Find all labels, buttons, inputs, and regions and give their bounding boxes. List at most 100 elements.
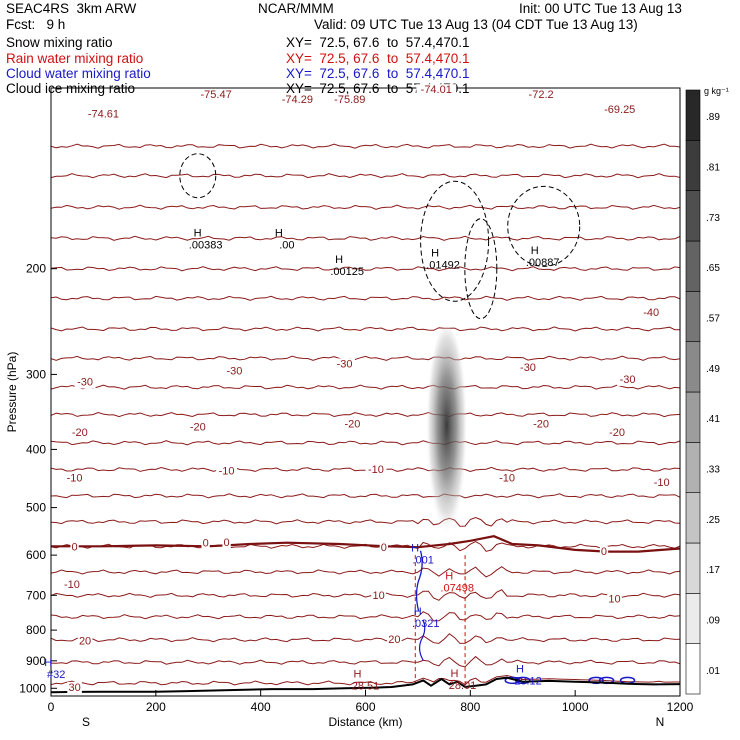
contour-label-bg	[517, 361, 539, 374]
x-axis-title: Distance (km)	[328, 715, 402, 729]
colorbar-segment	[685, 140, 701, 191]
contour-label-bg	[83, 108, 124, 121]
colorbar-label: .89	[706, 112, 720, 123]
isotherm-line	[51, 589, 680, 601]
isotherm-label: -74.61	[88, 109, 119, 121]
contour-label-bg	[329, 94, 370, 107]
contour-label-bg	[341, 418, 363, 431]
colorbar-label: .65	[706, 263, 720, 274]
terrain-line	[51, 676, 680, 694]
cloud-ice-contour	[507, 185, 581, 267]
max-h-marker: H	[531, 245, 539, 257]
max-h-marker: H	[516, 663, 524, 675]
y-tick-label: 400	[26, 442, 46, 456]
y-tick-label: 200	[26, 262, 46, 276]
isotherm-line	[51, 204, 680, 210]
valid-time: Valid: 09 UTC Tue 13 Aug 13 (04 CDT Tue …	[314, 17, 638, 32]
isotherm-label: -10	[64, 579, 80, 591]
y-tick-label: 600	[26, 548, 46, 562]
isotherm-label: -20	[190, 421, 206, 433]
max-h-marker: H	[275, 227, 283, 239]
max-value-label: .001	[412, 555, 433, 567]
contour-label-bg	[61, 578, 83, 591]
south-label: S	[82, 715, 90, 729]
isotherm-line	[51, 266, 680, 272]
contour-label-bg	[196, 89, 237, 102]
x-tick-label: 800	[460, 700, 480, 714]
contour-label-bg	[277, 94, 318, 107]
max-value-label: 28.51	[352, 681, 380, 693]
max-h-marker: H	[44, 657, 52, 669]
isotherm-label: 0	[224, 537, 230, 549]
isotherm-label: -75.89	[334, 94, 365, 106]
colorbar-segment	[685, 240, 701, 292]
contour-label-bg	[607, 593, 622, 606]
colorbar-segment	[685, 89, 701, 141]
isotherm-line	[51, 411, 680, 418]
cloud-ice-contour	[179, 153, 217, 199]
colorbar-segment	[685, 190, 701, 242]
isotherm-label: 10	[608, 594, 620, 606]
contour-label-bg	[67, 681, 82, 694]
colorbar-segment	[685, 442, 701, 493]
isotherm-line	[51, 466, 680, 473]
isotherm-label: -10	[219, 465, 235, 477]
x-tick-label: 400	[251, 700, 271, 714]
legend-rain-xy: XY= 72.5, 67.6 to 57.4,470.1	[286, 51, 470, 66]
colorbar-segment	[685, 593, 701, 644]
isotherm-line	[51, 493, 680, 499]
contour-label-bg	[371, 590, 386, 603]
freezing-level-line	[51, 535, 680, 553]
max-value-label: 28.01	[449, 680, 477, 692]
x-tick-label: 200	[146, 700, 166, 714]
legend-cloudwater-xy: XY= 72.5, 67.6 to 57.4,470.1	[286, 66, 470, 81]
max-value-label: #32	[47, 669, 65, 681]
model-title: SEAC4RS 3km ARW	[6, 1, 137, 16]
colorbar-label: .25	[706, 515, 720, 526]
colorbar-label: .17	[706, 565, 720, 576]
contour-label-bg	[599, 546, 609, 559]
isotherm-label: -69.25	[604, 104, 635, 116]
x-tick-label: 1200	[667, 700, 694, 714]
colorbar-label: .33	[706, 465, 720, 476]
contour-label-bg	[416, 84, 457, 97]
cloud-water-contour	[619, 676, 636, 685]
contour-label-bg	[216, 465, 238, 478]
isotherm-label: 20	[388, 634, 400, 646]
max-h-marker: H	[335, 254, 343, 266]
north-label: N	[656, 715, 665, 729]
colorbar-label: .01	[706, 666, 720, 677]
max-value-label: .0321	[412, 618, 440, 630]
max-h-marker: H	[445, 571, 453, 583]
isotherm-label: -20	[344, 419, 360, 431]
contour-label-bg	[187, 421, 209, 434]
legend-cloudwater-name: Cloud water mixing ratio	[6, 66, 151, 81]
contour-label-bg	[606, 427, 628, 440]
legend-snow-xy: XY= 72.5, 67.6 to 57.4,470.1	[286, 35, 470, 50]
isotherm-label: -10	[654, 477, 670, 489]
isotherm-label: -75.47	[201, 89, 232, 101]
contour-label-bg	[599, 103, 640, 116]
isotherm-line	[51, 173, 680, 179]
colorbar-segment	[685, 341, 701, 393]
contour-label-bg	[617, 373, 639, 386]
cloud-ice-contour	[464, 218, 498, 320]
max-value-label: .00	[279, 239, 294, 251]
isotherm-label: -74.29	[282, 94, 313, 106]
isotherm-line	[51, 655, 680, 668]
contour-label-bg	[201, 537, 210, 550]
legend-snow-name: Snow mixing ratio	[6, 35, 113, 50]
isotherm-label: -20	[533, 419, 549, 431]
max-value-label: .01492	[426, 260, 460, 272]
isotherm-label: 10	[372, 590, 384, 602]
cloud-ice-contour	[420, 180, 490, 302]
max-h-marker: H	[354, 669, 362, 681]
contour-label-bg	[222, 536, 231, 549]
isotherm-label: -20	[72, 427, 88, 439]
isotherm-line	[51, 355, 680, 361]
contour-label-bg	[651, 476, 673, 489]
isotherm-label: 0	[203, 537, 209, 549]
isotherm-line	[51, 143, 680, 149]
snow-shading	[425, 326, 468, 547]
x-tick-label: 1000	[562, 700, 589, 714]
